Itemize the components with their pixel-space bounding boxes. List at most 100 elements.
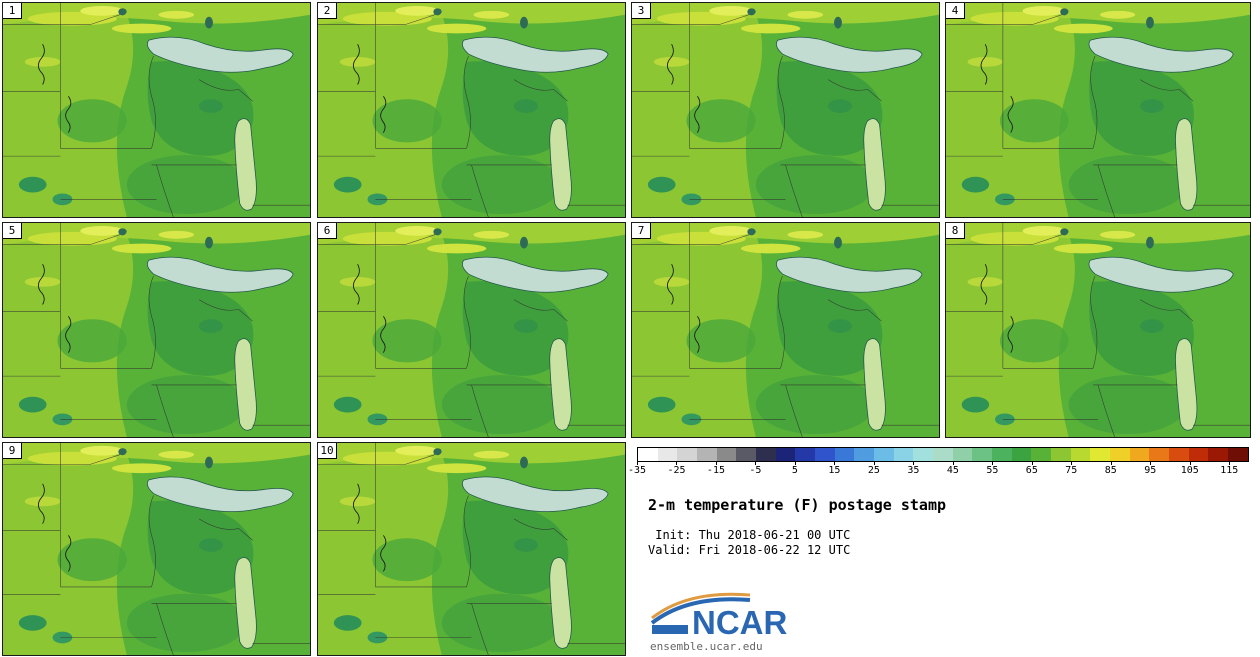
colorbar-tickmark [1229, 462, 1231, 465]
colorbar-segment [1169, 448, 1189, 461]
colorbar-tickmark [1031, 462, 1033, 465]
colorbar-tickmark [715, 462, 717, 465]
temperature-map [318, 223, 625, 437]
colorbar-segment [893, 448, 914, 461]
colorbar-tick-label: 25 [867, 465, 880, 476]
colorbar-segment [1228, 448, 1248, 461]
colorbar-segment [756, 448, 776, 461]
colorbar-segment [638, 448, 658, 461]
colorbar-tick-label: -25 [667, 465, 686, 476]
colorbar-tickmark [794, 462, 796, 465]
temperature-colorbar [637, 447, 1249, 462]
map-panel: 4 [945, 2, 1251, 218]
footer-url: ensemble.ucar.edu [650, 640, 763, 653]
colorbar-tick-label: 75 [1065, 465, 1078, 476]
panel-number: 4 [946, 3, 965, 19]
logo-blue-bar [652, 625, 688, 634]
logo-swoosh-blue-arc [650, 597, 751, 625]
temperature-map [946, 3, 1250, 217]
logo-wordmark: NCAR [692, 604, 787, 638]
panel-number: 10 [318, 443, 337, 459]
figure-title: 2-m temperature (F) postage stamp [648, 496, 947, 514]
temperature-map [3, 223, 310, 437]
colorbar-segment [952, 448, 973, 461]
colorbar-tick-label: 95 [1144, 465, 1157, 476]
colorbar-segment [1090, 448, 1111, 461]
map-panel: 8 [945, 222, 1251, 438]
colorbar-segment [933, 448, 953, 461]
colorbar-segment [1070, 448, 1091, 461]
colorbar-tick-labels: -35 -25 -15 -5 5 15 25 35 45 55 65 75 85 95 105 115 [628, 462, 1249, 478]
temperature-map [632, 3, 939, 217]
map-panel: 10 [317, 442, 626, 656]
colorbar-tick-label: 15 [828, 465, 841, 476]
colorbar-tickmark [913, 462, 915, 465]
colorbar-segment [736, 448, 757, 461]
temperature-map [946, 223, 1250, 437]
panel-number: 5 [3, 223, 22, 239]
colorbar-segment [1110, 448, 1130, 461]
colorbar-segment [1129, 448, 1150, 461]
colorbar-segment [657, 448, 678, 461]
colorbar-segment [1011, 448, 1032, 461]
colorbar-tickmark [1071, 462, 1073, 465]
colorbar-tick-label: 65 [1025, 465, 1038, 476]
colorbar-segment [1208, 448, 1229, 461]
temperature-map [3, 3, 310, 217]
map-panel: 1 [2, 2, 311, 218]
colorbar-segment [992, 448, 1012, 461]
colorbar-tickmark [755, 462, 757, 465]
colorbar-segment [1051, 448, 1071, 461]
colorbar-tick-label: 5 [791, 465, 798, 476]
colorbar-tickmark [1150, 462, 1152, 465]
colorbar-tick-label: 115 [1220, 465, 1239, 476]
colorbar-tick-label: 35 [907, 465, 920, 476]
colorbar-tick-label: -15 [706, 465, 725, 476]
colorbar-segment [854, 448, 875, 461]
colorbar-tick-label: 55 [986, 465, 999, 476]
colorbar-segment [834, 448, 855, 461]
map-panel: 7 [631, 222, 940, 438]
colorbar-tickmark [637, 462, 638, 465]
init-time-text: Init: Thu 2018-06-21 00 UTC [648, 528, 851, 542]
colorbar-segment [795, 448, 816, 461]
colorbar-tickmark [952, 462, 954, 465]
temperature-map [318, 3, 625, 217]
colorbar-tickmark [834, 462, 836, 465]
colorbar-tickmark [992, 462, 994, 465]
valid-time-text: Valid: Fri 2018-06-22 12 UTC [648, 543, 851, 557]
colorbar-segment [1188, 448, 1209, 461]
temperature-map [3, 443, 310, 655]
panel-number: 3 [632, 3, 651, 19]
colorbar-segment [815, 448, 835, 461]
panel-number: 9 [3, 443, 22, 459]
colorbar-tickmark [873, 462, 875, 465]
colorbar-segment [874, 448, 894, 461]
temperature-map [318, 443, 625, 655]
colorbar-segment [1031, 448, 1052, 461]
colorbar-segment [716, 448, 737, 461]
panel-number: 2 [318, 3, 337, 19]
colorbar-segment [697, 448, 717, 461]
colorbar-tick-label: 105 [1180, 465, 1199, 476]
colorbar-segment [677, 448, 698, 461]
logo-swoosh-orange-arc [651, 592, 751, 620]
map-panel: 9 [2, 442, 311, 656]
panel-number: 8 [946, 223, 965, 239]
colorbar-tick-label: 45 [946, 465, 959, 476]
map-panel: 5 [2, 222, 311, 438]
colorbar-segment [1149, 448, 1170, 461]
map-panel: 6 [317, 222, 626, 438]
ncar-logo: NCAR [646, 586, 816, 642]
colorbar-tickmark [1189, 462, 1191, 465]
panel-number: 1 [3, 3, 22, 19]
colorbar-tick-label: 85 [1104, 465, 1117, 476]
colorbar-segment [972, 448, 993, 461]
temperature-map [632, 223, 939, 437]
colorbar-tickmark [676, 462, 678, 465]
colorbar-segment [913, 448, 934, 461]
map-panel: 3 [631, 2, 940, 218]
map-panel: 2 [317, 2, 626, 218]
panel-number: 6 [318, 223, 337, 239]
